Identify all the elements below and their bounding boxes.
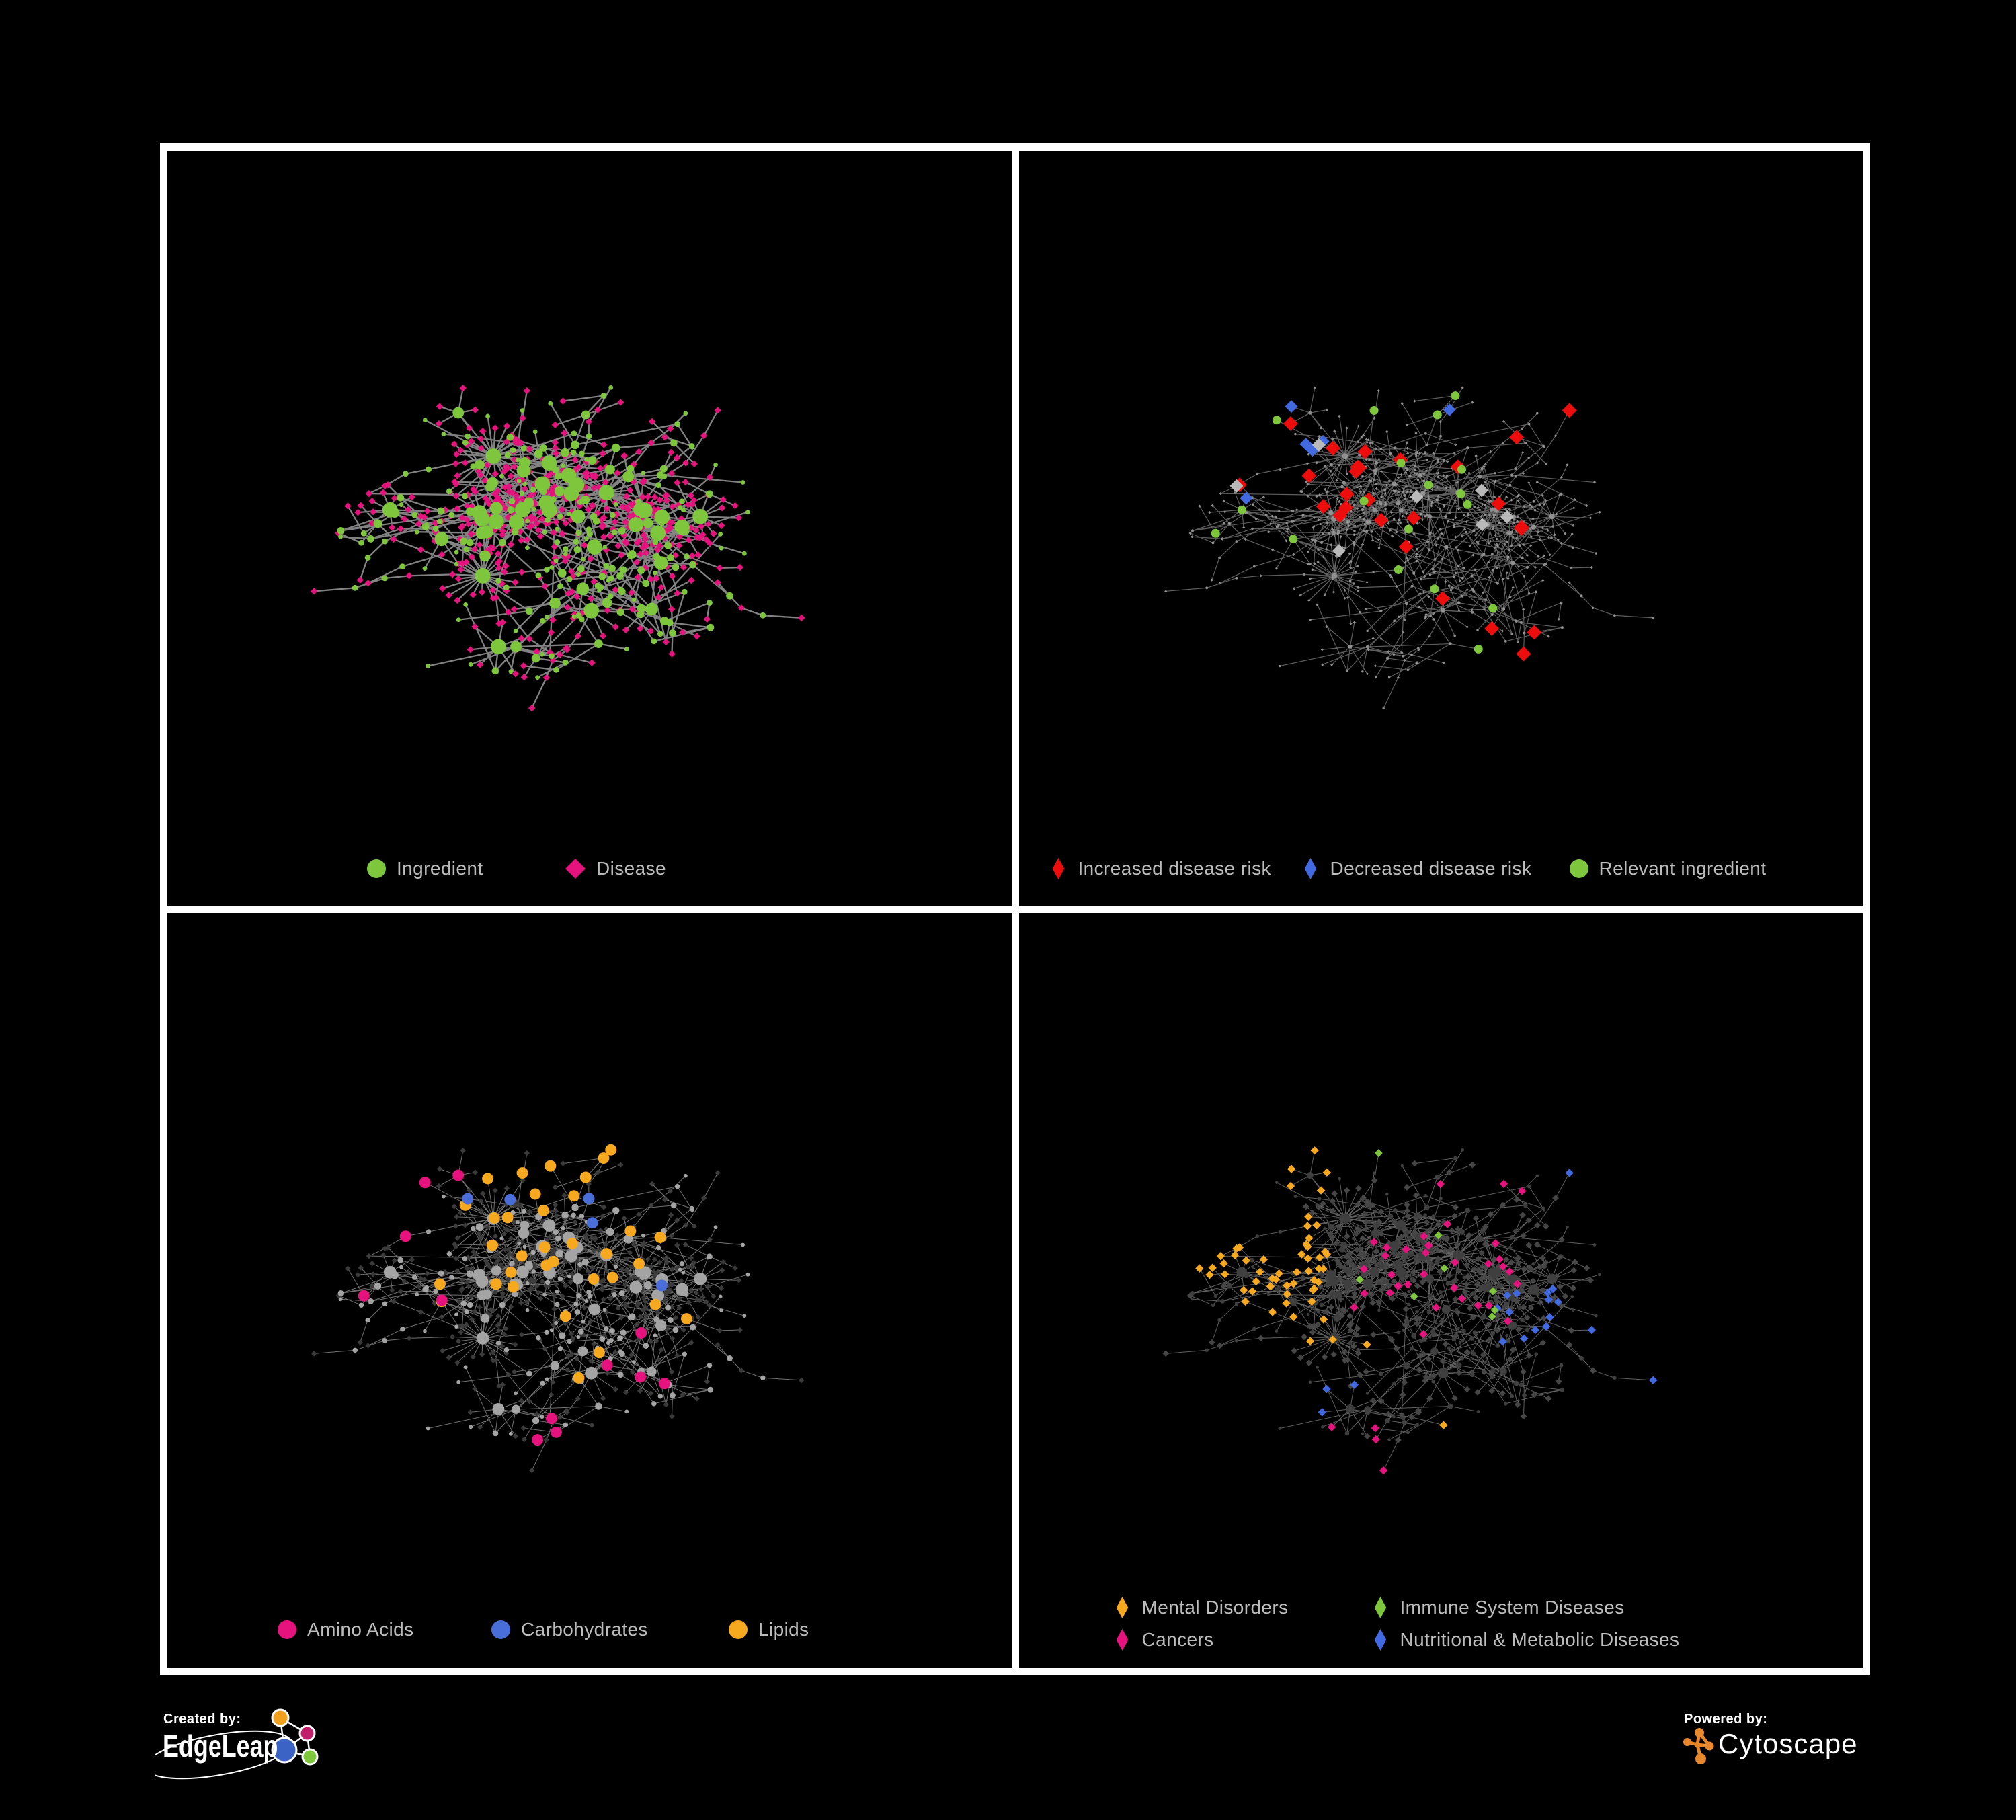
panel-ingredient-classes: Amino Acids Carbohydrates Lipids [167,913,1012,1668]
network-graph-ingredient-classes [311,1144,805,1474]
edgeleap-wordmark: EdgeLeap [163,1729,278,1764]
cytoscape-logo: Powered by: Cytoscape [1674,1708,1916,1788]
network-graph-disease-risk [1164,386,1654,710]
powered-by-label: Powered by: [1684,1712,1768,1727]
network-graph-ingredient-disease [311,385,805,712]
edgeleap-logo: Created by: EdgeLeap [155,1708,437,1809]
cytoscape-wordmark: Cytoscape [1718,1728,1858,1759]
created-by-label: Created by: [163,1712,241,1727]
panel-grid: Ingredient Disease Increased disease ris… [160,143,1870,1675]
network-graph-disease-classes [1162,1146,1658,1475]
panel-ingredient-disease: Ingredient Disease [167,151,1012,906]
panel-disease-risk: Increased disease risk Decreased disease… [1018,151,1863,906]
edgeleap-network-icon [155,1708,319,1780]
panel-disease-classes: Mental Disorders Immune System Diseases … [1018,913,1863,1668]
cytoscape-network-icon [1683,1728,1714,1764]
